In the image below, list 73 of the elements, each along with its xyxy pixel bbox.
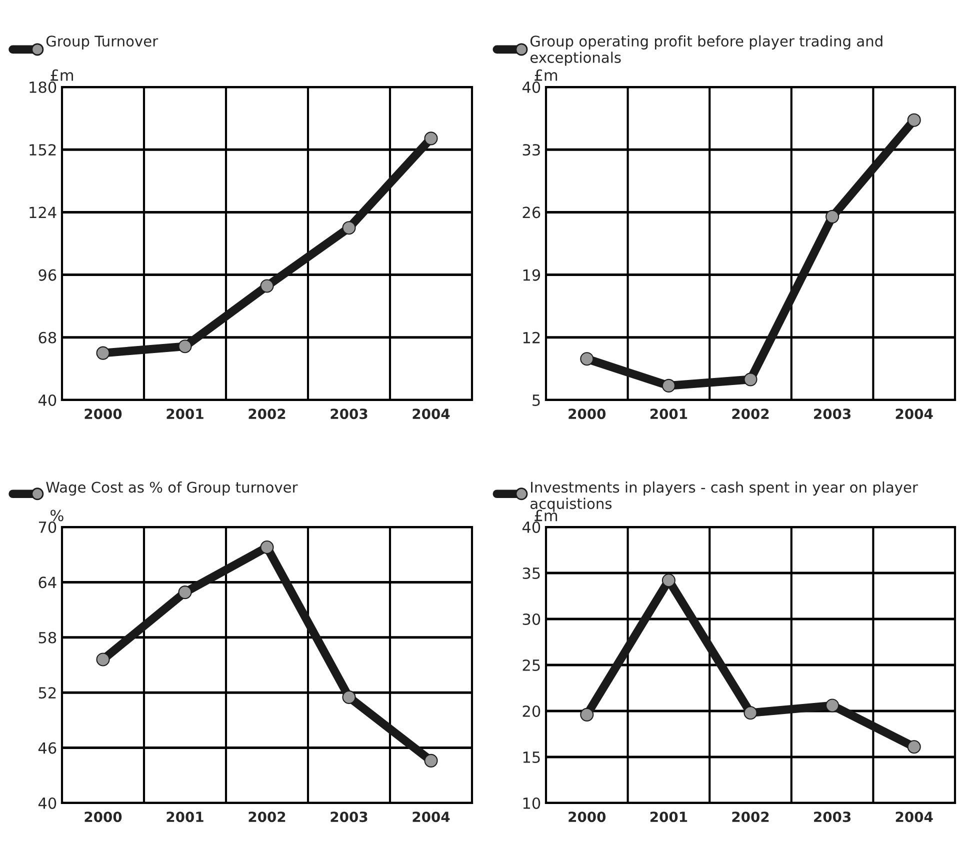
x-tick-label: 2000	[84, 408, 122, 420]
x-tick-label: 2003	[814, 408, 851, 420]
x-tick-label: 2002	[732, 812, 769, 822]
point	[580, 708, 594, 722]
y-tick-label: 20	[522, 705, 540, 718]
x-tick-label: 2000	[568, 408, 606, 420]
y-tick-label: 40	[522, 81, 540, 94]
y-tick-label: 33	[522, 144, 540, 156]
point	[662, 378, 676, 392]
x-tick-label: 2000	[84, 812, 122, 822]
y-axis-title: £m	[534, 510, 558, 522]
x-tick-label: 2003	[330, 408, 368, 420]
x-tick-label: 2001	[650, 408, 688, 420]
legend-label: Group operating profit before player trading and exceptionals	[530, 35, 882, 66]
point	[907, 740, 921, 754]
y-tick-label: 64	[38, 576, 56, 588]
y-tick-label: 52	[38, 687, 56, 699]
x-tick-label: 2004	[412, 812, 450, 822]
y-axis-title: £m	[534, 69, 558, 81]
point	[424, 132, 438, 146]
y-tick-label: 10	[523, 797, 540, 810]
legend-label: Group Turnover	[46, 36, 158, 50]
y-tick-label: 180	[30, 81, 56, 94]
x-tick-label: 2001	[166, 812, 204, 822]
x-tick-label: 2004	[896, 812, 933, 822]
y-tick-label: 25	[522, 659, 540, 672]
y-tick-label: 26	[522, 206, 540, 218]
y-tick-label: 152	[30, 144, 56, 156]
point	[342, 221, 356, 235]
x-tick-label: 2002	[248, 812, 286, 822]
point	[424, 754, 438, 768]
point	[342, 690, 356, 704]
x-tick-label: 2001	[650, 812, 688, 822]
y-tick-label: 70	[38, 521, 56, 534]
point	[96, 346, 110, 360]
point	[662, 574, 676, 588]
point	[744, 706, 758, 720]
x-tick-label: 2003	[814, 812, 851, 822]
point	[178, 340, 192, 354]
x-tick-label: 2004	[412, 408, 450, 420]
legend-label: Investments in players - cash spent in year on player acquistions	[530, 481, 918, 512]
y-tick-label: 19	[523, 269, 540, 281]
x-tick-label: 2002	[248, 408, 286, 420]
y-tick-label: 30	[522, 613, 540, 626]
x-tick-label: 2004	[896, 408, 933, 420]
y-tick-label: 15	[523, 752, 540, 764]
point	[260, 540, 274, 554]
x-tick-label: 2001	[166, 408, 204, 420]
x-tick-label: 2003	[330, 812, 368, 822]
point	[178, 586, 192, 600]
y-tick-label: 40	[38, 394, 56, 406]
point	[744, 372, 758, 386]
x-tick-label: 2000	[568, 812, 606, 822]
point	[907, 113, 921, 127]
y-tick-label: 5	[532, 394, 540, 406]
point	[826, 210, 840, 224]
y-tick-label: 68	[38, 332, 56, 344]
y-tick-label: 12	[523, 332, 540, 344]
y-tick-label: 35	[522, 567, 540, 580]
y-tick-label: 46	[38, 742, 56, 754]
y-tick-label: 124	[30, 206, 56, 218]
point	[580, 352, 594, 366]
y-axis-title: %	[50, 510, 64, 522]
y-tick-label: 96	[38, 269, 56, 281]
point	[826, 698, 840, 712]
y-tick-label: 40	[38, 797, 56, 810]
legend-label: Wage Cost as % of Group turnover	[46, 481, 298, 496]
point	[96, 652, 110, 666]
y-tick-label: 58	[38, 632, 56, 644]
y-tick-label: 40	[522, 521, 540, 534]
y-axis-title: £m	[50, 69, 74, 81]
point	[260, 279, 274, 293]
x-tick-label: 2002	[732, 408, 769, 420]
